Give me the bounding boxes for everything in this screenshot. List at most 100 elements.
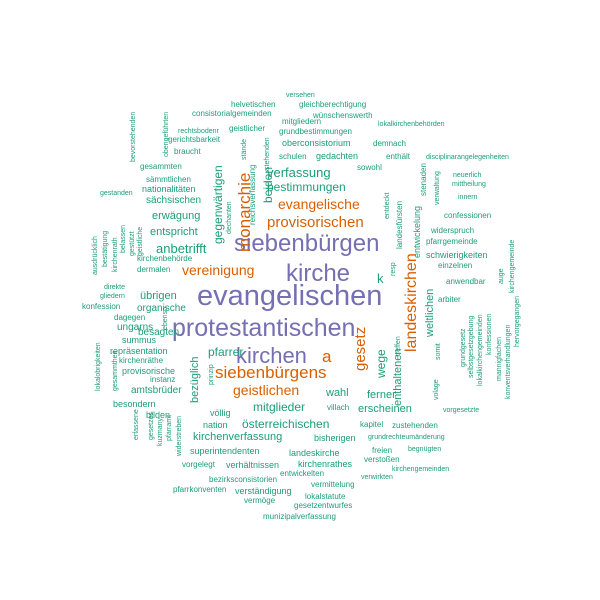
word-prinzip: prinzip xyxy=(208,364,215,385)
word-lokalkirchenbehörden: lokalkirchenbehörden xyxy=(378,121,445,128)
word-rechtsbodenr: rechtsbodenr xyxy=(178,128,219,135)
word-vorgelegt: vorgelegt xyxy=(182,460,215,469)
word-kirchenverfassung: kirchenverfassung xyxy=(193,431,283,443)
word-nationalitäten: nationalitäten xyxy=(142,184,196,194)
word-volage: volage xyxy=(433,379,440,400)
word-stenaden: stenaden xyxy=(419,163,428,196)
word-summus: summus xyxy=(122,335,157,345)
word-schwierigkeiten: schwierigkeiten xyxy=(426,250,488,260)
word-grundbestimmungen: grundbestimmungen xyxy=(279,127,352,136)
word-übrigen: übrigen xyxy=(140,290,177,302)
word-kirchenräthe: kirchenräthe xyxy=(119,356,164,365)
word-evangelische: evangelische xyxy=(278,196,360,212)
word-instanz: instanz xyxy=(150,375,176,384)
word-geistlicher: geistlicher xyxy=(229,124,266,133)
word-pfarrgemeinde: pfarrgemeinde xyxy=(426,237,478,246)
word-verstoßen: verstoßen xyxy=(364,455,400,464)
word-kirchen: kirchen xyxy=(236,343,307,368)
word-pfarramt: pfarramt xyxy=(166,414,173,441)
word-gesetzes: gesetzes xyxy=(148,411,155,440)
word-reichsverfassung: reichsverfassung xyxy=(248,164,257,225)
word-belassen: belassen xyxy=(120,224,127,253)
word-ebenso: ebenso xyxy=(162,307,169,330)
word-hervorgegangen: hervorgegangen xyxy=(514,296,521,347)
word-treffen: treffen xyxy=(395,336,402,356)
word-landeskirche: landeskirche xyxy=(289,448,340,458)
word-versehen: versehen xyxy=(286,92,315,99)
word-widerspruch: widerspruch xyxy=(431,226,475,235)
word-munizipalverfassung: munizipalverfassung xyxy=(263,512,336,521)
word-dagegen: dagegen xyxy=(114,313,146,322)
word-mannigfachen: mannigfachen xyxy=(496,337,503,381)
word-auge: auge xyxy=(498,268,505,284)
word-helvetischen: helvetischen xyxy=(231,100,276,109)
word-einzelnen: einzelnen xyxy=(438,261,473,270)
word-consistorialgemeinden: consistorialgemeinden xyxy=(192,109,272,118)
word-gerichtsbarkeit: gerichtsbarkeit xyxy=(168,135,221,144)
word-bevorstehenden: bevorstehenden xyxy=(130,111,137,162)
word-gegenwärtigen: gegenwärtigen xyxy=(211,165,225,244)
word-kirchenbehörde: kirchenbehörde xyxy=(137,254,193,263)
word-gliedern: gliedern xyxy=(100,293,125,300)
word-widerstreben: widerstreben xyxy=(176,415,183,456)
word-confessionen: confessionen xyxy=(444,211,492,220)
word-ausdrücklich: ausdrücklich xyxy=(92,236,99,275)
word-verständigung: verständigung xyxy=(235,486,292,496)
word-pfarrkonventen: pfarrkonventen xyxy=(173,485,227,494)
word-völlig: völlig xyxy=(210,408,231,418)
word-nation: nation xyxy=(203,420,228,430)
word-verwaltung: verwaltung xyxy=(434,171,441,205)
word-bestimmungen: bestimmungen xyxy=(267,180,346,194)
word-a: a xyxy=(322,347,332,366)
word-dermalen: dermalen xyxy=(137,265,171,274)
word-schulen: schulen xyxy=(279,152,307,161)
word-entdeckt: entdeckt xyxy=(384,192,391,219)
word-vermittelung: vermittelung xyxy=(311,480,355,489)
word-sowohl: sowohl xyxy=(357,163,382,172)
word-besagten: besagten xyxy=(138,327,180,338)
word-landesfürsten: landesfürsten xyxy=(395,200,404,249)
word-zustehenden: zustehenden xyxy=(392,421,438,430)
word-anwendbar: anwendbar xyxy=(446,277,486,286)
word-mittheilung: mittheilung xyxy=(452,181,486,188)
word-gesetzentwurfes: gesetzentwurfes xyxy=(294,501,353,510)
word-verwirkten: verwirkten xyxy=(361,474,393,481)
word-vermöge: vermöge xyxy=(244,496,276,505)
word-sämmtlichen: sämmtlichen xyxy=(146,175,191,184)
word-k: k xyxy=(377,271,384,286)
word-repräsentation: repräsentation xyxy=(110,346,168,356)
word-gedachten: gedachten xyxy=(316,151,359,161)
word-weltlichen: weltlichen xyxy=(424,288,436,337)
word-bezirksconsistorien: bezirksconsistorien xyxy=(209,475,278,484)
word-vereinigung: vereinigung xyxy=(182,262,255,278)
word-gleichberechtigung: gleichberechtigung xyxy=(299,100,367,109)
word-geistliche: geistliche xyxy=(137,226,144,256)
word-kuzmany: kuzmany xyxy=(157,417,164,446)
word-superintendenten: superintendenten xyxy=(190,446,260,456)
word-konfession: konfession xyxy=(82,302,121,311)
word-entspricht: entspricht xyxy=(150,226,198,238)
word-ungarns: ungarns xyxy=(117,322,154,333)
word-wege: wege xyxy=(374,349,388,378)
word-gesammtheit: gesammtheit xyxy=(112,350,119,391)
word-entwickelung: entwickelung xyxy=(412,205,422,258)
word-erscheinen: erscheinen xyxy=(358,403,412,415)
word-beiden: beiden xyxy=(261,166,275,203)
word-anbetrifft: anbetrifft xyxy=(156,241,207,256)
word-gesetz: gesetz xyxy=(352,326,369,371)
word-erfassene: erfassene xyxy=(133,409,140,440)
word-kirchengemeinde: kirchengemeinde xyxy=(509,239,516,293)
word-bisherigen: bisherigen xyxy=(314,433,356,443)
word-provisorische: provisorische xyxy=(122,366,176,376)
word-mitglieder: mitglieder xyxy=(253,400,306,414)
word-gestützt: gestützt xyxy=(129,231,136,256)
word-stände: stände xyxy=(241,138,248,160)
word-demnach: demnach xyxy=(373,139,406,148)
word-resp: resp xyxy=(390,262,397,276)
word-konfessionen: konfessionen xyxy=(486,313,493,355)
word-ferner: ferner xyxy=(367,389,396,401)
word-geistlichen: geistlichen xyxy=(233,382,300,398)
word-bilden: bilden xyxy=(146,410,171,420)
word-obengeführten: obengeführten xyxy=(163,111,170,157)
word-braucht: braucht xyxy=(174,147,201,156)
